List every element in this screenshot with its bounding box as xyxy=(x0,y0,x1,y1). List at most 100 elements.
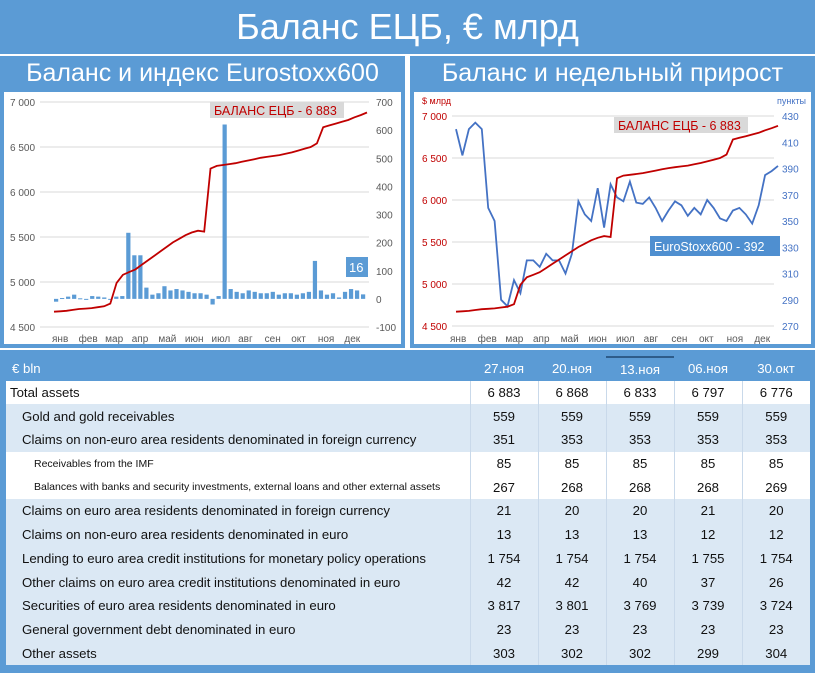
x-tick-label: апр xyxy=(533,334,550,345)
table-cell: 20 xyxy=(742,499,810,523)
table-cell: 23 xyxy=(606,617,675,642)
y-right-tick-label: 0 xyxy=(376,295,382,306)
increment-bar xyxy=(192,293,197,299)
increment-bar xyxy=(282,293,287,299)
table-cell: 23 xyxy=(470,617,539,642)
balance-value-label: БАЛАНС ЕЦБ - 6 883 xyxy=(618,119,741,133)
table-cell: 37 xyxy=(674,570,743,594)
x-tick-label: май xyxy=(561,334,579,345)
x-tick-label: ноя xyxy=(318,334,335,345)
table-cell: 21 xyxy=(674,499,743,523)
table-cell: 351 xyxy=(470,428,539,452)
y-right-tick-label: 700 xyxy=(376,98,393,109)
table-cell: 269 xyxy=(742,475,810,500)
y-left-tick-label: 5 500 xyxy=(10,233,35,244)
table-cell: 42 xyxy=(470,570,539,594)
increment-bar xyxy=(300,293,306,299)
table-row: Receivables from the IMF 85 85 85 85 85 xyxy=(6,451,810,476)
x-tick-label: мар xyxy=(105,334,123,345)
column-header: 20.ноя xyxy=(538,357,606,381)
table-cell: 304 xyxy=(742,641,810,665)
row-label: Claims on non-euro area residents denomi… xyxy=(6,428,471,452)
column-header: 06.ноя xyxy=(674,357,742,381)
x-tick-label: июн xyxy=(185,334,204,345)
y-right-tick-label: 500 xyxy=(376,154,393,165)
x-tick-label: авг xyxy=(238,334,253,345)
x-tick-label: сен xyxy=(671,334,687,345)
row-label: Claims on euro area residents denominate… xyxy=(6,499,471,523)
y-right-tick-label: -100 xyxy=(376,323,396,334)
balance-table: € bln 27.ноя 20.ноя 13.ноя 06.ноя 30.окт… xyxy=(6,356,810,665)
balance-label-bg xyxy=(210,102,344,118)
increment-bar xyxy=(246,290,251,299)
table-row: Lending to euro area credit institutions… xyxy=(6,546,810,571)
increment-bar xyxy=(168,290,173,299)
y-right-tick-label: 390 xyxy=(782,165,799,176)
left-chart-panel: 4 500 5 000 5 500 6 000 6 500 7 000 -100 0 100 20… xyxy=(0,90,405,348)
increment-bar xyxy=(264,293,269,299)
table-cell: 3 769 xyxy=(606,593,675,618)
row-label: Other assets xyxy=(6,641,471,665)
table-cell: 21 xyxy=(470,499,539,523)
y-right-tick-label: 290 xyxy=(782,296,799,307)
x-tick-label: янв xyxy=(450,334,466,345)
table-cell: 1 754 xyxy=(742,546,810,571)
increment-bar xyxy=(108,298,113,300)
table-cell: 268 xyxy=(674,475,743,500)
latest-increment-label: 16 xyxy=(349,260,363,275)
table-cell: 23 xyxy=(742,617,810,642)
y-right-tick-label: 100 xyxy=(376,267,393,278)
row-label: Receivables from the IMF xyxy=(6,451,471,476)
table-row: Gold and gold receivables 559 559 559 559 559 xyxy=(6,404,810,429)
row-label: General government debt denominated in e… xyxy=(6,617,471,642)
table-cell: 23 xyxy=(674,617,743,642)
right-chart-title: Баланс и недельный прирост xyxy=(410,56,815,90)
increment-bar xyxy=(216,296,221,299)
table-cell: 268 xyxy=(538,475,607,500)
y-left-tick-label: 6 500 xyxy=(10,143,35,154)
y-right-tick-label: 270 xyxy=(782,322,799,333)
table-cell: 13 xyxy=(538,522,607,547)
x-tick-label: дек xyxy=(344,334,360,345)
increment-bar xyxy=(270,291,275,299)
table-cell: 559 xyxy=(674,404,743,429)
index-line xyxy=(455,121,779,309)
table-row: Other claims on euro area credit institu… xyxy=(6,570,810,594)
increment-bar xyxy=(252,291,257,299)
table-cell: 302 xyxy=(606,641,675,665)
increment-bar xyxy=(330,293,336,299)
table-cell: 1 754 xyxy=(538,546,607,571)
table-cell: 303 xyxy=(470,641,539,665)
x-tick-label: окт xyxy=(699,334,714,345)
table-cell: 302 xyxy=(538,641,607,665)
increment-bar xyxy=(150,294,155,299)
table-cell: 3 801 xyxy=(538,593,607,618)
increment-bar xyxy=(324,294,330,299)
table-cell: 40 xyxy=(606,570,675,594)
increment-bar xyxy=(276,294,281,299)
increment-bar xyxy=(102,297,107,299)
y-right-tick-label: 310 xyxy=(782,270,799,281)
balance-line xyxy=(53,111,368,313)
latest-increment-badge xyxy=(346,257,368,277)
increment-bar xyxy=(186,291,191,299)
table-cell: 12 xyxy=(674,522,743,547)
increment-bar xyxy=(114,296,119,299)
x-tick-label: апр xyxy=(132,334,149,345)
table-cell: 26 xyxy=(742,570,810,594)
table-cell: 353 xyxy=(538,428,607,452)
y-left-tick-label: 7 000 xyxy=(10,98,35,109)
x-tick-label: ноя xyxy=(727,334,744,345)
table-cell: 1 755 xyxy=(674,546,743,571)
y-right-tick-label: 330 xyxy=(782,243,799,254)
y-right-tick-label: 600 xyxy=(376,126,393,137)
increment-bar xyxy=(144,287,149,299)
column-header: 27.ноя xyxy=(470,357,538,381)
y-right-tick-label: 300 xyxy=(376,211,393,222)
row-label: Balances with banks and security investm… xyxy=(6,475,471,500)
table-cell: 3 817 xyxy=(470,593,539,618)
increment-bar xyxy=(222,124,227,299)
increment-bar xyxy=(66,296,71,299)
table-row: Claims on non-euro area residents denomi… xyxy=(6,522,810,547)
increment-bar xyxy=(120,296,125,299)
